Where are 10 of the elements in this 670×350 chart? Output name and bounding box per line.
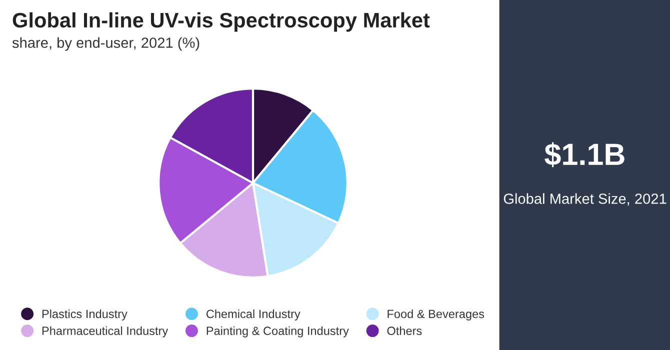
- legend-label: Plastics Industry: [42, 309, 128, 320]
- text: $1.1B: [544, 142, 624, 168]
- chart-title: Global In-line UV-vis Spectroscopy Market: [12, 12, 430, 32]
- legend-label: Pharmaceutical Industry: [42, 326, 168, 338]
- legend-label: Chemical Industry: [206, 309, 300, 320]
- legend-label: Food & Beverages: [388, 309, 484, 320]
- text: Global Market Size, 2021: [504, 193, 666, 206]
- legend-label: Painting & Coating Industry: [206, 326, 349, 338]
- chart-subtitle: share, by end-user, 2021 (%): [12, 37, 200, 51]
- legend-label: Others: [387, 326, 422, 336]
